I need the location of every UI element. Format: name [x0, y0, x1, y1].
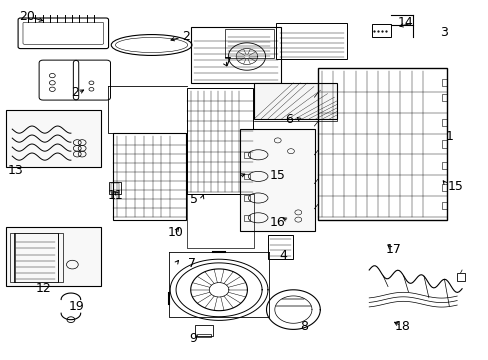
Bar	[113, 133, 185, 220]
Bar	[58, 233, 62, 282]
Text: 10: 10	[167, 226, 183, 239]
Text: 6: 6	[285, 113, 292, 126]
Text: 14: 14	[397, 16, 413, 29]
Bar	[456, 273, 464, 281]
Bar	[14, 233, 58, 282]
Text: 2: 2	[71, 86, 79, 99]
Bar	[197, 334, 210, 337]
Bar	[441, 162, 447, 169]
Bar	[441, 140, 447, 148]
Bar	[6, 227, 101, 286]
Bar	[224, 29, 273, 58]
Bar	[441, 184, 447, 191]
Bar	[254, 83, 337, 119]
Bar	[243, 215, 250, 221]
Text: 4: 4	[279, 249, 287, 262]
Text: 16: 16	[269, 216, 285, 229]
Text: 5: 5	[189, 193, 197, 206]
Bar	[441, 94, 447, 101]
Text: 15: 15	[269, 169, 285, 182]
Bar	[186, 88, 252, 194]
Text: 12: 12	[35, 282, 51, 294]
Bar	[190, 27, 281, 83]
Bar	[168, 250, 268, 320]
Bar	[243, 152, 250, 158]
Text: 7: 7	[224, 57, 231, 69]
Bar	[276, 23, 346, 59]
Text: 2: 2	[182, 30, 190, 43]
Text: 17: 17	[385, 243, 400, 256]
Bar	[110, 183, 119, 193]
Text: 13: 13	[8, 164, 23, 177]
Bar	[243, 195, 250, 201]
Text: 9: 9	[189, 332, 197, 345]
Bar	[243, 174, 250, 179]
Text: 20: 20	[20, 10, 35, 23]
Text: 7: 7	[188, 257, 196, 270]
Bar	[108, 182, 121, 194]
Bar	[317, 68, 447, 220]
Text: 3: 3	[439, 26, 447, 39]
Bar	[194, 325, 213, 336]
Bar	[239, 129, 315, 231]
Text: 11: 11	[107, 189, 123, 202]
Text: 15: 15	[447, 180, 462, 193]
Bar	[267, 235, 293, 259]
Bar	[6, 110, 101, 167]
Bar	[441, 79, 447, 86]
Bar	[371, 24, 390, 37]
Text: 8: 8	[300, 320, 307, 333]
Text: 19: 19	[68, 300, 84, 313]
Bar	[441, 202, 447, 209]
Bar	[441, 119, 447, 126]
Bar	[10, 233, 15, 282]
Text: 1: 1	[445, 130, 453, 143]
Text: 18: 18	[394, 320, 410, 333]
